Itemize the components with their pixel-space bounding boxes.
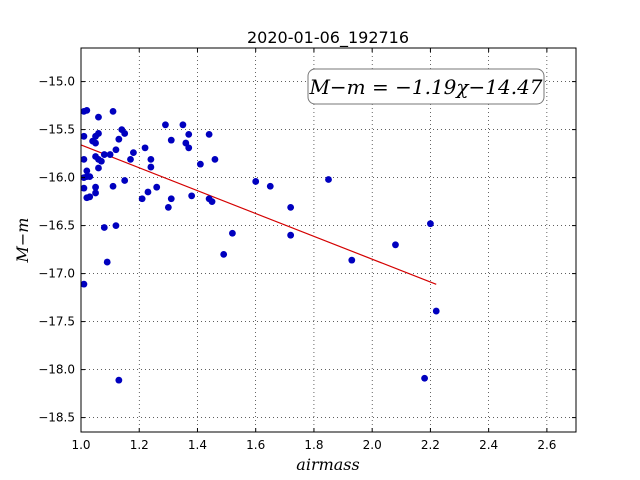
data-point bbox=[109, 107, 117, 115]
data-point bbox=[115, 376, 123, 384]
data-point bbox=[80, 280, 88, 288]
x-axis-label: airmass bbox=[296, 455, 359, 474]
y-tick-label: −16.0 bbox=[38, 171, 75, 185]
data-point bbox=[432, 307, 440, 315]
x-tick-label: 1.8 bbox=[304, 438, 323, 452]
data-point bbox=[196, 160, 204, 168]
data-point bbox=[266, 182, 274, 190]
x-tick-label: 2.2 bbox=[421, 438, 440, 452]
data-point bbox=[138, 195, 146, 203]
data-point bbox=[95, 164, 102, 172]
x-tick-label: 1.2 bbox=[130, 438, 149, 452]
data-point bbox=[287, 203, 295, 211]
data-point bbox=[92, 153, 99, 160]
data-point bbox=[83, 107, 91, 114]
data-point bbox=[162, 121, 169, 129]
data-point bbox=[188, 192, 196, 200]
y-tick-label: −16.5 bbox=[38, 219, 75, 233]
data-point bbox=[141, 144, 149, 152]
y-tick-label: −15.0 bbox=[38, 75, 75, 89]
data-point bbox=[95, 113, 102, 121]
axis-ticks: 1.0 1.2 1.4 1.6 1.8 2.0 2.2 2.4 2.6 −15.0 −15.5 −16… bbox=[38, 48, 576, 452]
x-tick-label: 2.0 bbox=[363, 438, 382, 452]
y-axis-label: M−m bbox=[13, 218, 32, 264]
data-point bbox=[106, 151, 114, 158]
data-point bbox=[115, 135, 123, 143]
annotation-frame bbox=[307, 68, 545, 105]
data-point bbox=[121, 177, 129, 184]
y-tick-label: −17.0 bbox=[38, 267, 75, 281]
chart-title: 2020-01-06_192716 bbox=[247, 28, 409, 48]
data-points bbox=[80, 107, 440, 384]
data-point bbox=[92, 183, 99, 191]
grid bbox=[80, 48, 576, 432]
data-point bbox=[392, 241, 399, 249]
data-point bbox=[80, 132, 88, 140]
data-point bbox=[287, 231, 295, 239]
data-point bbox=[147, 155, 155, 163]
data-point bbox=[130, 149, 137, 157]
data-point bbox=[80, 155, 88, 163]
data-point bbox=[208, 198, 216, 206]
y-tick-label: −18.0 bbox=[38, 363, 75, 377]
data-point bbox=[100, 151, 108, 158]
data-point bbox=[112, 222, 120, 230]
data-point bbox=[421, 374, 428, 382]
x-tick-label: 2.6 bbox=[537, 438, 556, 452]
data-point bbox=[100, 224, 108, 231]
data-point bbox=[83, 194, 91, 202]
data-point bbox=[179, 121, 187, 129]
y-tick-label: −15.5 bbox=[38, 123, 75, 137]
data-point bbox=[427, 220, 434, 228]
fit-equation: M−m = −1.19χ−14.47 bbox=[308, 75, 542, 99]
y-tick-label: −18.5 bbox=[38, 411, 75, 425]
x-tick-label: 1.4 bbox=[188, 438, 207, 452]
fit-line bbox=[80, 144, 437, 285]
x-tick-label: 1.6 bbox=[246, 438, 265, 452]
data-point bbox=[220, 251, 228, 258]
y-tick-label: −17.5 bbox=[38, 315, 75, 329]
fit-line-layer bbox=[80, 144, 437, 285]
data-point bbox=[121, 130, 129, 137]
data-point bbox=[147, 163, 155, 171]
data-point bbox=[92, 189, 99, 197]
data-point bbox=[185, 131, 193, 138]
data-point bbox=[252, 178, 260, 185]
data-point bbox=[86, 173, 94, 181]
data-point bbox=[97, 157, 105, 165]
data-point bbox=[164, 203, 172, 211]
data-point bbox=[109, 182, 117, 190]
data-point bbox=[80, 184, 88, 192]
data-point bbox=[103, 258, 111, 266]
data-point bbox=[229, 229, 236, 237]
data-point bbox=[153, 183, 161, 191]
plot-frame bbox=[80, 47, 577, 433]
data-point bbox=[185, 144, 193, 152]
data-point bbox=[325, 176, 332, 183]
data-point bbox=[167, 195, 175, 203]
data-point bbox=[348, 256, 356, 264]
data-point bbox=[167, 136, 175, 144]
x-tick-label: 1.0 bbox=[71, 438, 90, 452]
data-point bbox=[205, 131, 213, 138]
data-point bbox=[83, 167, 91, 175]
annotation-box: M−m = −1.19χ−14.47 bbox=[307, 68, 545, 105]
data-point bbox=[112, 146, 120, 154]
data-point bbox=[127, 155, 134, 163]
x-tick-label: 2.4 bbox=[479, 438, 498, 452]
data-point bbox=[144, 188, 152, 196]
data-point bbox=[211, 155, 219, 163]
data-point bbox=[89, 137, 97, 145]
